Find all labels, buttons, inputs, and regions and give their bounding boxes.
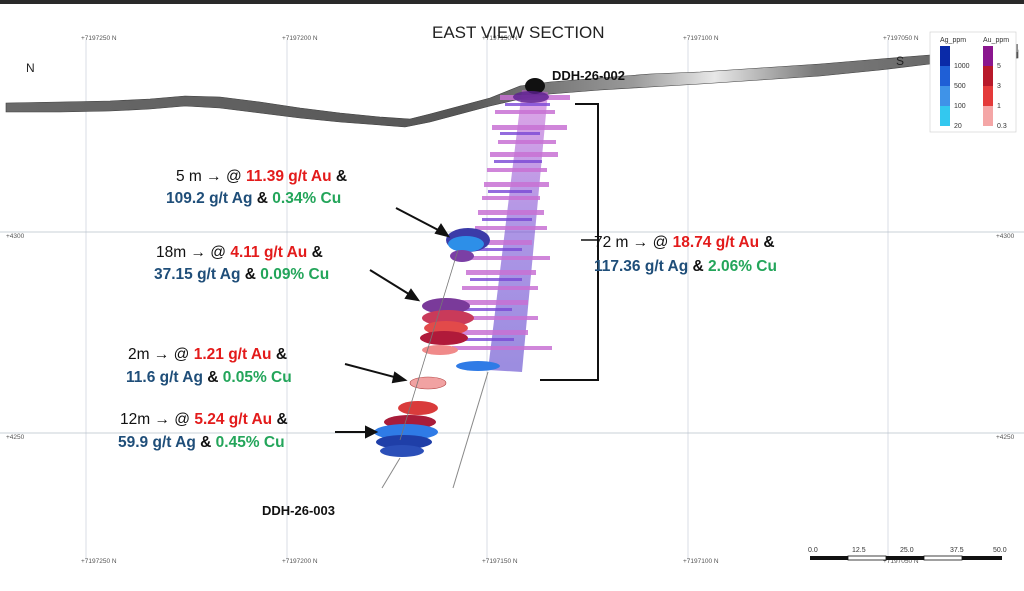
ag-grade: 37.15 g/t Ag — [154, 266, 241, 283]
ag-grade: 117.36 g/t Ag — [594, 258, 689, 275]
elevation-labels: +4300 +4300 +4250 +4250 — [6, 233, 1015, 441]
drillhole-002-trace — [452, 78, 570, 489]
scale-label: 37.5 — [950, 547, 964, 554]
legend-ag-swatch — [940, 106, 950, 126]
legend-au-value: 0.3 — [997, 123, 1007, 130]
intercept-length: 5 m — [176, 168, 202, 185]
legend-ag-swatch — [940, 66, 950, 86]
ampersand: & — [207, 369, 219, 386]
scale-label: 25.0 — [900, 547, 914, 554]
legend-au-swatch — [983, 86, 993, 106]
intercept-arrows — [335, 207, 451, 439]
legend-au-value: 3 — [997, 83, 1001, 90]
scale-label: 0.0 — [808, 547, 818, 554]
north-label: N — [26, 61, 35, 75]
elevation-label-left: +4250 — [6, 434, 25, 441]
intercept-length: 18m — [156, 244, 187, 261]
northing-bottom-label: +7197150 N — [482, 558, 518, 565]
cu-grade: 0.45% Cu — [215, 434, 285, 451]
legend-ag-value: 100 — [954, 103, 966, 110]
grade-legend: Ag_ppm Au_ppm 1000 500 100 20 5 3 1 0.3 — [929, 31, 1017, 133]
ag-grade: 59.9 g/t Ag — [118, 434, 196, 451]
scale-label: 12.5 — [852, 547, 866, 554]
drillhole-label-003: DDH-26-003 — [262, 503, 335, 518]
legend-au-title: Au_ppm — [983, 37, 1009, 44]
legend-ag-title: Ag_ppm — [940, 37, 966, 44]
ampersand: & — [256, 190, 268, 207]
au-grade: 1.21 g/t Au — [193, 346, 272, 363]
intercept-length: 12m — [120, 411, 151, 428]
northing-top-label: +7197250 N — [81, 35, 117, 42]
northing-top-label: +7197050 N — [883, 35, 919, 42]
cu-grade: 0.05% Cu — [222, 369, 292, 386]
northing-labels-bottom: +7197250 N +7197200 N +7197150 N +719710… — [81, 558, 919, 565]
northing-top-label: +7197200 N — [282, 35, 318, 42]
ampersand: & — [692, 258, 704, 275]
elevation-label-right: +4300 — [996, 233, 1015, 240]
ag-grade: 11.6 g/t Ag — [126, 369, 203, 386]
intercept-length: 2m — [128, 346, 150, 363]
northing-top-label: +7197100 N — [683, 35, 719, 42]
intercept-1-line2: 109.2 g/t Ag & 0.34% Cu — [166, 188, 341, 209]
legend-ag-value: 500 — [954, 83, 966, 90]
scale-bar: 0.0 12.5 25.0 37.5 50.0 — [808, 547, 1007, 561]
ag-grade: 109.2 g/t Ag — [166, 190, 253, 207]
legend-au-swatch — [983, 66, 993, 86]
au-grade: 18.74 g/t Au — [672, 234, 760, 251]
elevation-label-left: +4300 — [6, 233, 25, 240]
au-grade: 4.11 g/t Au — [230, 244, 308, 261]
interval-bracket — [540, 103, 599, 381]
legend-au-value: 1 — [997, 103, 1001, 110]
cu-grade: 0.09% Cu — [260, 266, 330, 283]
legend-ag-swatch — [940, 46, 950, 66]
ampersand: & — [244, 266, 256, 283]
legend-ag-value: 1000 — [954, 63, 970, 70]
drillhole-label-002: DDH-26-002 — [552, 68, 625, 83]
arrow-symbol: → @ — [153, 346, 190, 363]
ampersand: & — [763, 234, 775, 251]
au-grade: 5.24 g/t Au — [194, 411, 273, 428]
ampersand: & — [275, 346, 288, 363]
ampersand: & — [200, 434, 212, 451]
legend-ag-swatch — [940, 86, 950, 106]
intercept-2-line1: 18m → @ 4.11 g/t Au & — [156, 242, 323, 263]
intercept-5-line1: 72 m → @ 18.74 g/t Au & — [594, 232, 775, 253]
arrow-symbol: → @ — [632, 234, 669, 251]
topography-surface — [5, 44, 1019, 128]
intercept-3-line2: 11.6 g/t Ag & 0.05% Cu — [126, 367, 292, 388]
intercept-1-line1: 5 m → @ 11.39 g/t Au & — [176, 166, 347, 187]
intercept-3-line1: 2m → @ 1.21 g/t Au & — [128, 344, 287, 365]
northing-bottom-label: +7197200 N — [282, 558, 318, 565]
ampersand: & — [311, 244, 323, 261]
northing-bottom-label: +7197250 N — [81, 558, 117, 565]
intercept-2-line2: 37.15 g/t Ag & 0.09% Cu — [154, 264, 329, 285]
legend-au-value: 5 — [997, 63, 1001, 70]
ampersand: & — [276, 411, 288, 428]
au-grade: 11.39 g/t Au — [246, 168, 332, 185]
cu-grade: 0.34% Cu — [272, 190, 342, 207]
ampersand: & — [335, 168, 348, 185]
cu-grade: 2.06% Cu — [708, 258, 777, 275]
scale-label: 50.0 — [993, 547, 1007, 554]
drillhole-003-trace — [374, 228, 490, 489]
intercept-4-line2: 59.9 g/t Ag & 0.45% Cu — [118, 432, 285, 453]
south-label: S — [896, 54, 905, 68]
intercept-length: 72 m — [594, 234, 629, 251]
northing-bottom-label: +7197100 N — [683, 558, 719, 565]
northing-top-label: +7197150 N — [482, 35, 518, 42]
legend-au-swatch — [983, 46, 993, 66]
section-title: EAST VIEW SECTION — [432, 23, 605, 42]
northing-bottom-label: +7197050 N — [883, 558, 919, 565]
arrow-symbol: → @ — [206, 168, 242, 185]
arrow-symbol: → @ — [154, 411, 191, 428]
intercept-5-line2: 117.36 g/t Ag & 2.06% Cu — [594, 256, 777, 277]
legend-ag-value: 20 — [954, 123, 962, 130]
elevation-label-right: +4250 — [996, 434, 1015, 441]
intercept-4-line1: 12m → @ 5.24 g/t Au & — [120, 409, 288, 430]
arrow-symbol: → @ — [190, 244, 227, 261]
legend-au-swatch — [983, 106, 993, 126]
northing-labels-top: +7197250 N +7197200 N +7197150 N +719710… — [81, 35, 919, 42]
